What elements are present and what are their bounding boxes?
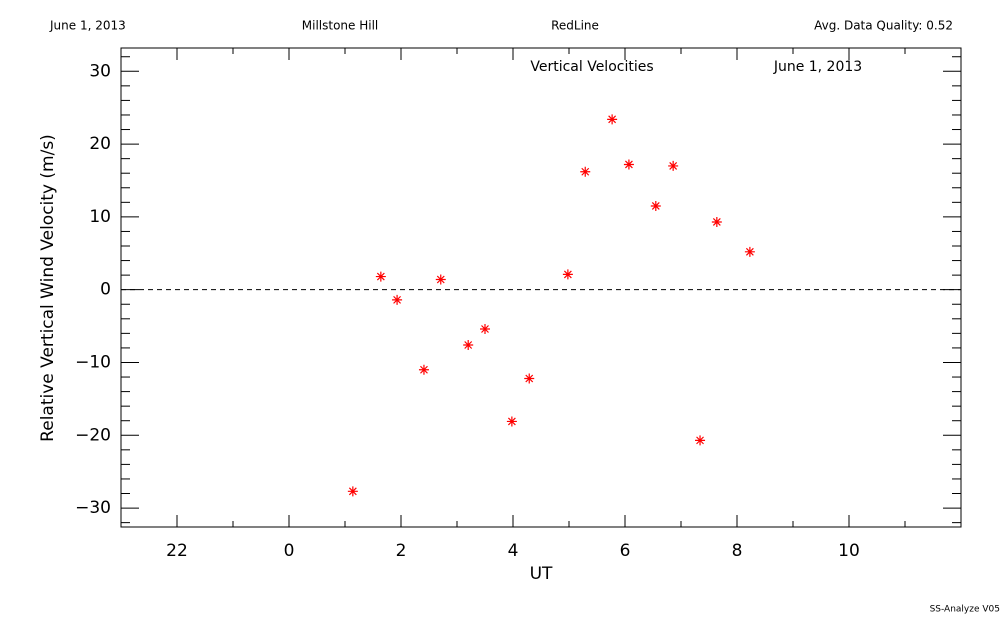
x-tick-label: 10 [838, 541, 860, 561]
x-tick-label: 2 [396, 541, 407, 561]
y-tick-label: −10 [75, 352, 111, 372]
footer: SS-Analyze V05 [930, 605, 1000, 615]
y-tick-label: 20 [89, 134, 111, 154]
x-axis-label: UT [530, 564, 553, 584]
x-tick-label: 0 [284, 541, 295, 561]
y-tick-label: 10 [89, 207, 111, 227]
data-point [480, 323, 490, 334]
chart-title: Vertical Velocities [530, 59, 653, 75]
data-point [418, 364, 429, 375]
x-tick-label: 8 [732, 541, 743, 561]
data-point [375, 271, 386, 282]
y-tick-label: −30 [75, 498, 111, 518]
data-point [580, 166, 591, 177]
data-point [435, 274, 446, 285]
header-site: Millstone Hill [302, 19, 378, 33]
data-point [711, 216, 722, 227]
data-point [744, 246, 755, 257]
header-quality: Avg. Data Quality: 0.52 [814, 19, 953, 33]
x-tick-label: 6 [620, 541, 631, 561]
data-point [623, 159, 634, 170]
y-tick-label: 30 [89, 61, 111, 81]
header-date: June 1, 2013 [49, 19, 126, 33]
header-line: RedLine [551, 19, 599, 33]
y-tick-label: −20 [75, 425, 111, 445]
data-point [506, 416, 517, 427]
data-point [668, 160, 679, 171]
y-axis-label: Relative Vertical Wind Velocity (m/s) [38, 134, 58, 442]
plot-frame [120, 47, 962, 528]
x-tick-label: 4 [508, 541, 519, 561]
data-point [562, 269, 573, 280]
data-point [524, 373, 535, 384]
data-point [695, 435, 706, 446]
data-point [347, 486, 358, 497]
chart-subtitle: June 1, 2013 [773, 59, 862, 75]
data-point [650, 200, 661, 211]
data-point [607, 114, 618, 125]
data-point [463, 340, 474, 351]
y-tick-label: 0 [100, 280, 111, 300]
x-tick-label: 22 [166, 541, 188, 561]
data-point [392, 294, 403, 305]
